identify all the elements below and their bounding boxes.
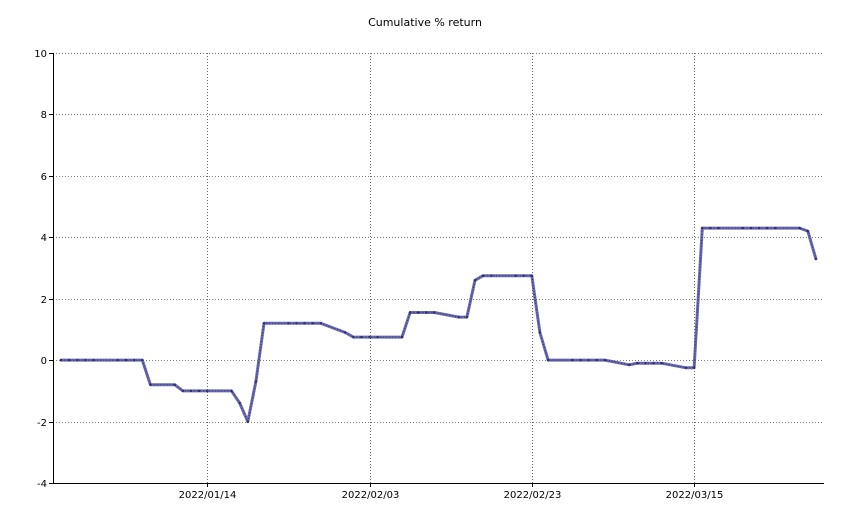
series-line-overlay [61,227,817,424]
data-point [149,383,152,386]
data-point [189,389,193,393]
data-point [652,362,655,365]
data-point [408,311,412,314]
data-point [814,257,818,260]
data-point [465,315,469,319]
data-point [230,389,233,393]
data-point [636,362,639,365]
data-point [522,274,525,277]
data-point [400,335,404,339]
y-tick-label: 8 [41,110,47,121]
data-point [262,322,266,325]
data-point [124,358,128,362]
data-point [546,358,550,362]
data-point [660,362,663,365]
data-point [344,331,347,334]
data-point [530,274,533,277]
x-tick-label: 2022/03/15 [666,490,724,501]
y-tick-label: -4 [37,479,47,490]
data-point [206,389,209,393]
data-point [116,358,120,362]
data-point [709,226,712,230]
data-point [749,226,753,230]
data-point [246,420,249,423]
data-point [238,401,241,405]
data-point [538,331,542,334]
data-point [481,274,485,277]
grid [53,53,824,484]
data-point [84,358,87,362]
data-point [514,274,517,277]
data-point [757,226,761,230]
data-point [254,380,258,383]
data-point [352,335,355,339]
data-point [774,226,777,230]
y-tick-label: 0 [41,356,47,367]
x-tick-label: 2022/02/03 [342,490,400,501]
y-tick-label: -2 [37,418,47,429]
data-point [368,335,371,339]
data-point [628,363,631,366]
data-point [701,226,704,230]
data-point [595,358,598,362]
series-layer [59,226,818,424]
data-point [644,362,647,365]
data-point [92,358,95,362]
data-point [376,335,379,339]
data-point [806,229,809,233]
data-point [59,358,63,362]
data-point [571,358,574,362]
chart-title: Cumulative % return [368,16,482,29]
data-point [473,279,477,282]
data-point [295,322,298,325]
data-point [741,226,744,230]
y-tick-label: 4 [41,233,47,244]
data-point [360,335,363,339]
data-point [417,311,420,314]
axes: -4 -2 0 2 4 6 8 10 2022/01/14 2022/02/03 2022/02/2… [34,49,824,501]
y-tick-label: 6 [41,172,47,183]
data-point [303,322,306,325]
data-point [68,358,71,362]
data-point [287,322,290,325]
data-point [141,358,144,362]
data-point [692,366,696,369]
data-point [684,366,688,369]
data-point [717,226,720,230]
data-point [798,226,801,230]
data-point [433,311,436,314]
data-point [587,358,590,362]
data-point [603,358,607,362]
data-point [457,315,460,319]
x-tick-label: 2022/01/14 [179,490,237,501]
data-point [490,274,493,277]
data-point [197,389,201,393]
data-point [425,311,428,314]
data-point [319,322,322,325]
data-point [181,389,185,393]
x-tick-label: 2022/02/23 [504,490,562,501]
data-point [173,383,176,386]
series-line [59,226,818,424]
y-tick-label: 2 [41,295,47,306]
data-point [311,322,314,325]
data-point [76,358,79,362]
data-point [579,358,582,362]
data-point [133,358,136,362]
y-tick-label: 10 [34,49,47,60]
data-point [766,226,769,230]
